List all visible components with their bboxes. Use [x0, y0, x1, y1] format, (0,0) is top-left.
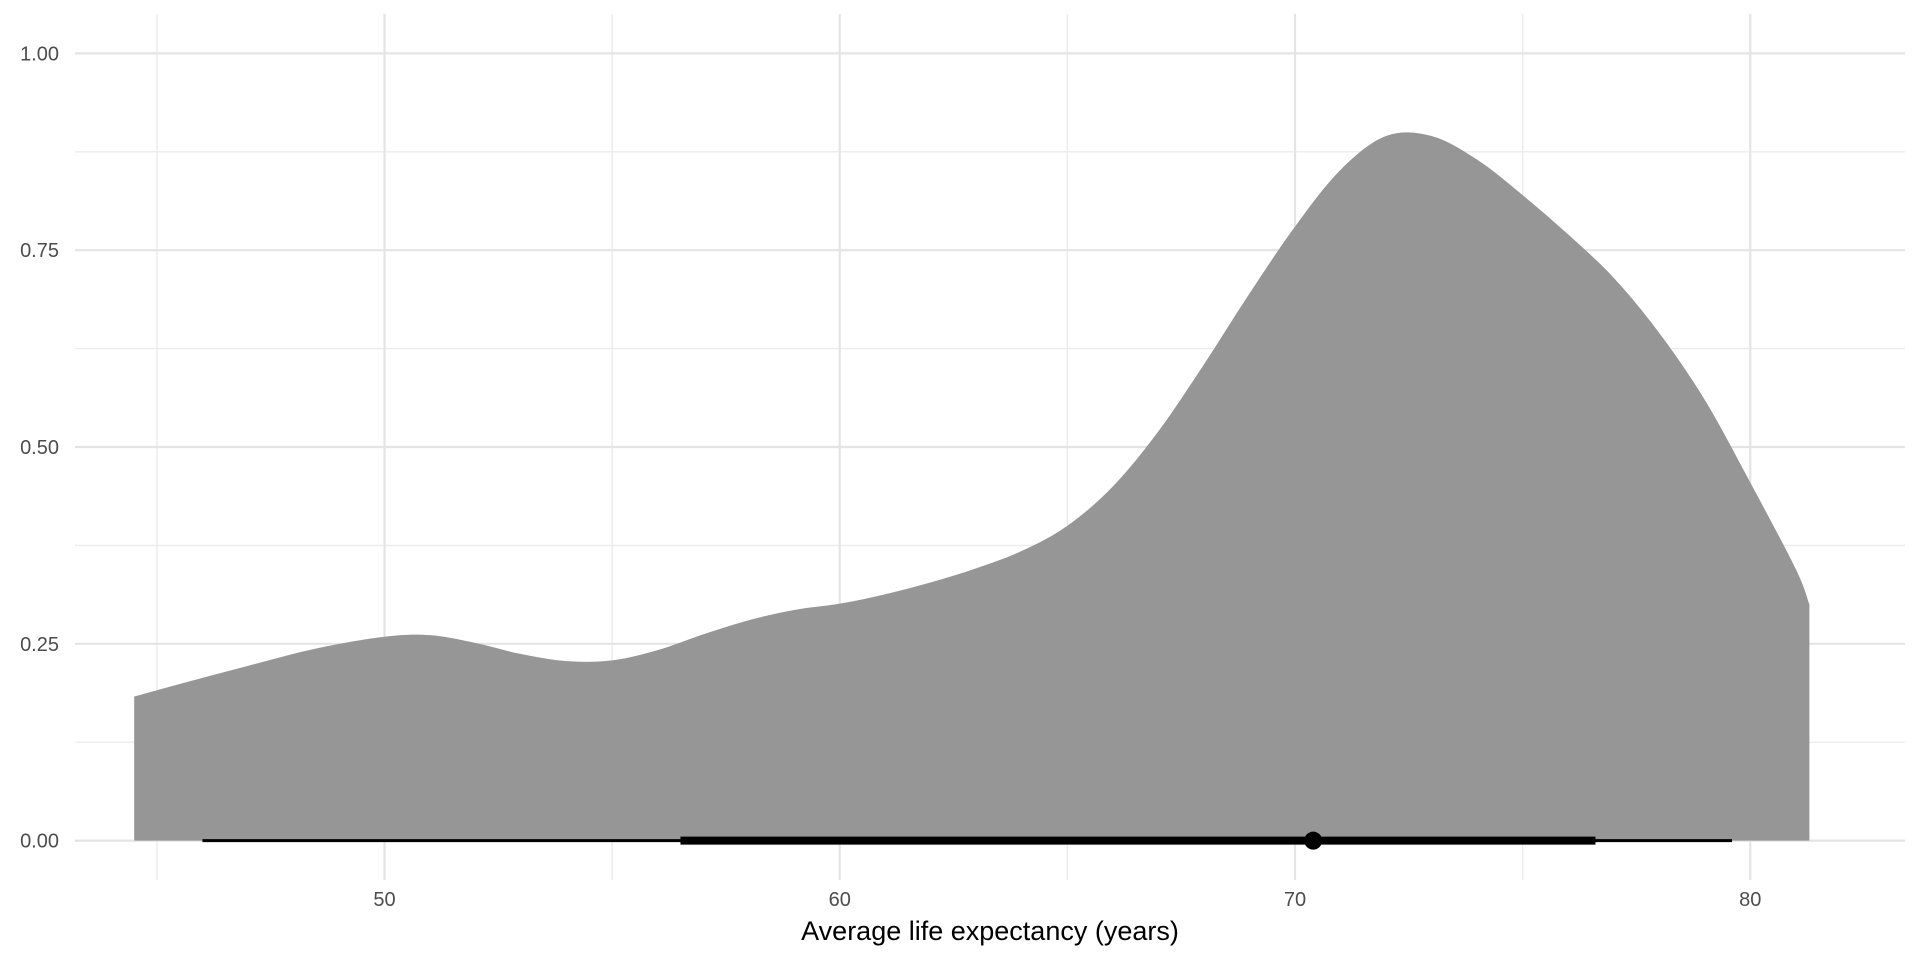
x-tick-labels: 50 60 70 80 — [373, 889, 1761, 911]
y-tick-label: 0.00 — [20, 831, 59, 853]
y-tick-labels: 0.00 0.25 0.50 0.75 1.00 — [20, 43, 59, 852]
y-tick-label: 1.00 — [20, 43, 59, 65]
x-tick-label: 80 — [1739, 889, 1761, 911]
y-tick-label: 0.25 — [20, 634, 59, 656]
density-area — [134, 132, 1810, 841]
x-axis-title: Average life expectancy (years) — [801, 916, 1179, 946]
y-tick-label: 0.50 — [20, 437, 59, 459]
y-tick-label: 0.75 — [20, 240, 59, 262]
point-estimate-marker — [1304, 831, 1323, 850]
x-tick-label: 60 — [829, 889, 851, 911]
x-tick-label: 70 — [1284, 889, 1306, 911]
x-tick-label: 50 — [373, 889, 395, 911]
